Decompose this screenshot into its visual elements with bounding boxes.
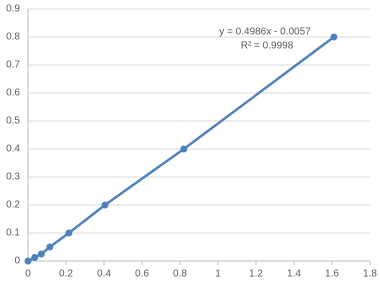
x-tick-label: 0.4 <box>97 269 111 280</box>
data-point <box>31 254 39 261</box>
y-tick-label: 0.2 <box>6 200 20 211</box>
y-tick-label: 0 <box>14 256 20 267</box>
y-tick-label: 0.7 <box>6 60 20 71</box>
x-tick-label: 0.8 <box>173 269 187 280</box>
trendline-equation: y = 0.4986x - 0.0057 <box>219 27 311 38</box>
y-tick-label: 0.6 <box>6 88 20 99</box>
y-tick-label: 0.3 <box>6 172 20 183</box>
x-tick-label: 0.2 <box>59 269 73 280</box>
x-tick-label: 0 <box>25 269 31 280</box>
y-tick-label: 0.1 <box>6 228 20 239</box>
x-tick-label: 1.2 <box>249 269 263 280</box>
data-point <box>101 201 109 209</box>
data-point <box>24 257 32 265</box>
y-tick-label: 0.5 <box>6 116 20 127</box>
x-tick-label: 1.6 <box>325 269 339 280</box>
data-point <box>37 250 45 258</box>
x-tick-label: 1 <box>215 269 221 280</box>
y-tick-label: 0.9 <box>6 4 20 15</box>
trendline-r-squared: R² = 0.9998 <box>241 41 294 52</box>
x-tick-label: 0.6 <box>135 269 149 280</box>
data-point <box>46 243 54 251</box>
x-tick-label: 1.4 <box>287 269 301 280</box>
y-tick-label: 0.4 <box>6 144 20 155</box>
x-tick-label: 1.8 <box>363 269 377 280</box>
data-point <box>330 33 338 41</box>
data-point <box>180 145 188 153</box>
data-point <box>65 229 73 237</box>
y-tick-label: 0.8 <box>6 32 20 43</box>
